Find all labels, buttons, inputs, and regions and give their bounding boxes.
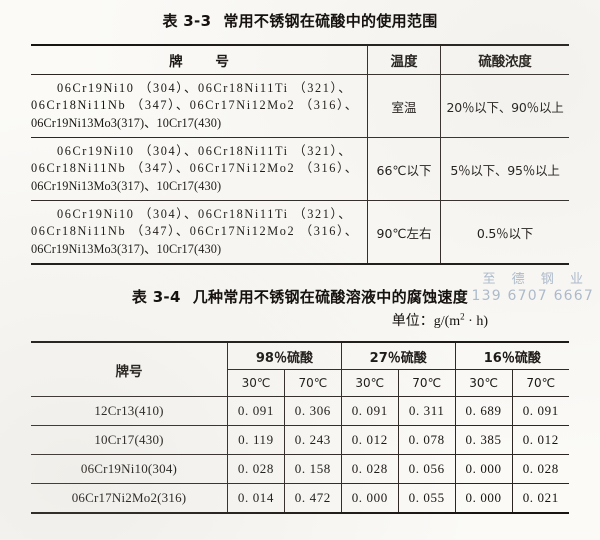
table-34-value-cell: 0. 028 — [227, 454, 285, 484]
table-33-grades-cell: 06Cr19Ni10 （304）、06Cr18Ni11Ti （321）、 06C… — [31, 137, 368, 201]
table-34-header-acid-27: 27％硫酸 — [340, 341, 456, 370]
table-34-grade-cell: 06Cr19Ni10(304) — [31, 454, 228, 484]
table-34: 牌号 98％硫酸 27％硫酸 16％硫酸 30℃ 70℃ 30℃ 70℃ 30℃… — [31, 341, 569, 514]
table-34-header-temp-27-30: 30℃ — [340, 369, 399, 397]
grades-line-3: 06Cr19Ni13Mo3(317)、10Cr17(430) — [31, 178, 222, 193]
table-34-value-cell: 0. 243 — [283, 425, 342, 455]
table-row: 06Cr19Ni10 （304）、06Cr18Ni11Ti （321）、 06C… — [31, 74, 569, 138]
grades-line-1: 06Cr19Ni10 （304）、06Cr18Ni11Ti （321）、 — [57, 80, 353, 95]
unit-prefix: 单位：g/(m — [391, 314, 461, 329]
table-34-value-cell: 0. 158 — [283, 454, 342, 484]
table-33-grades-cell: 06Cr19Ni10 （304）、06Cr18Ni11Ti （321）、 06C… — [31, 74, 368, 138]
table-34-header-acid-98: 98％硫酸 — [227, 341, 342, 370]
table-34-grade-cell: 06Cr17Ni2Mo2(316) — [31, 483, 228, 514]
table-34-title-text: 几种常用不锈钢在硫酸溶液中的腐蚀速度 — [192, 288, 469, 306]
table-34-value-cell: 0. 028 — [340, 454, 399, 484]
table-34-value-cell: 0. 056 — [397, 454, 456, 484]
table-34-value-cell: 0. 311 — [397, 396, 456, 426]
table-33-grades-cell: 06Cr19Ni10 （304）、06Cr18Ni11Ti （321）、 06C… — [31, 200, 368, 265]
table-33-header-temperature: 温度 — [367, 44, 441, 75]
table-34-head: 牌号 98％硫酸 27％硫酸 16％硫酸 30℃ 70℃ 30℃ 70℃ 30℃… — [31, 341, 569, 397]
table-34-value-cell: 0. 306 — [283, 396, 342, 426]
table-34-value-cell: 0. 000 — [454, 454, 513, 484]
table-33-header-grade: 牌 号 — [31, 44, 368, 75]
table-33-header-row: 牌 号 温度 硫酸浓度 — [31, 44, 569, 75]
table-34-value-cell: 0. 028 — [511, 454, 569, 484]
grades-line-2: 06Cr18Ni11Nb （347）、06Cr17Ni12Mo2 （316）、 — [31, 161, 359, 176]
table-34-header-temp-16-30: 30℃ — [454, 369, 513, 397]
table-row: 06Cr19Ni10 （304）、06Cr18Ni11Ti （321）、 06C… — [31, 200, 569, 265]
grades-line-1: 06Cr19Ni10 （304）、06Cr18Ni11Ti （321）、 — [57, 143, 353, 158]
table-34-unit-label: 单位：g/(m2 · h) — [392, 310, 488, 330]
table-34-header-grade: 牌号 — [31, 341, 228, 397]
table-33-temperature-cell: 室温 — [367, 74, 441, 138]
table-33-head: 牌 号 温度 硫酸浓度 — [31, 44, 569, 75]
table-33: 牌 号 温度 硫酸浓度 06Cr19Ni10 （304）、06Cr18Ni11T… — [31, 44, 569, 265]
grades-line-1: 06Cr19Ni10 （304）、06Cr18Ni11Ti （321）、 — [57, 206, 353, 221]
table-34-value-cell: 0. 689 — [454, 396, 513, 426]
unit-suffix: · h) — [464, 314, 488, 329]
table-34-header-temp-16-70: 70℃ — [511, 369, 569, 397]
grades-line-2: 06Cr18Ni11Nb （347）、06Cr17Ni12Mo2 （316）、 — [31, 98, 359, 113]
table-33-temperature-cell: 66℃以下 — [367, 137, 441, 201]
table-34-title-number: 表 3-4 — [131, 288, 181, 306]
table-33-title-text: 常用不锈钢在硫酸中的使用范围 — [223, 12, 438, 30]
table-33-header-concentration: 硫酸浓度 — [440, 44, 569, 75]
table-34-value-cell: 0. 055 — [397, 483, 456, 514]
table-34-value-cell: 0. 014 — [227, 483, 285, 514]
table-34-value-cell: 0. 078 — [397, 425, 456, 455]
table-33-title: 表 3-3 常用不锈钢在硫酸中的使用范围 — [0, 10, 600, 31]
table-34-value-cell: 0. 472 — [283, 483, 342, 514]
table-row: 06Cr19Ni10(304) 0. 028 0. 158 0. 028 0. … — [31, 454, 569, 484]
table-34-header-temp-98-70: 70℃ — [283, 369, 342, 397]
table-34-value-cell: 0. 385 — [454, 425, 513, 455]
table-34-grade-cell: 10Cr17(430) — [31, 425, 228, 455]
grades-line-3: 06Cr19Ni13Mo3(317)、10Cr17(430) — [31, 241, 222, 256]
table-33-concentration-cell: 5％以下、95％以上 — [440, 137, 569, 201]
table-34-header-acid-16: 16％硫酸 — [454, 341, 569, 370]
table-34-value-cell: 0. 000 — [454, 483, 513, 514]
table-34-value-cell: 0. 012 — [340, 425, 399, 455]
table-34-header-temp-27-70: 70℃ — [397, 369, 456, 397]
table-34-header-row-groups: 牌号 98％硫酸 27％硫酸 16％硫酸 — [31, 341, 569, 397]
table-34-title: 表 3-4 几种常用不锈钢在硫酸溶液中的腐蚀速度 — [0, 286, 600, 307]
table-34-value-cell: 0. 012 — [511, 425, 569, 455]
table-33-concentration-cell: 0.5％以下 — [440, 200, 569, 265]
table-row: 10Cr17(430) 0. 119 0. 243 0. 012 0. 078 … — [31, 425, 569, 455]
table-row: 06Cr19Ni10 （304）、06Cr18Ni11Ti （321）、 06C… — [31, 137, 569, 201]
table-33-temperature-cell: 90℃左右 — [367, 200, 441, 265]
table-33-concentration-cell: 20％以下、90％以上 — [440, 74, 569, 138]
table-34-body: 12Cr13(410) 0. 091 0. 306 0. 091 0. 311 … — [31, 396, 569, 514]
table-34-value-cell: 0. 091 — [340, 396, 399, 426]
table-34-header-temp-98-30: 30℃ — [227, 369, 285, 397]
grades-line-2: 06Cr18Ni11Nb （347）、06Cr17Ni12Mo2 （316）、 — [31, 224, 359, 239]
table-33-title-number: 表 3-3 — [162, 12, 212, 30]
table-34-header-row-temps: 30℃ 70℃ 30℃ 70℃ 30℃ 70℃ — [31, 369, 569, 397]
table-34-value-cell: 0. 119 — [227, 425, 285, 455]
unit-exponent: 2 — [460, 311, 465, 322]
table-33-body: 06Cr19Ni10 （304）、06Cr18Ni11Ti （321）、 06C… — [31, 74, 569, 265]
table-row: 06Cr17Ni2Mo2(316) 0. 014 0. 472 0. 000 0… — [31, 483, 569, 514]
table-34-value-cell: 0. 091 — [511, 396, 569, 426]
table-34-grade-cell: 12Cr13(410) — [31, 396, 228, 426]
grades-line-3: 06Cr19Ni13Mo3(317)、10Cr17(430) — [31, 115, 222, 130]
table-34-value-cell: 0. 000 — [340, 483, 399, 514]
table-34-value-cell: 0. 021 — [511, 483, 569, 514]
table-row: 12Cr13(410) 0. 091 0. 306 0. 091 0. 311 … — [31, 396, 569, 426]
table-34-value-cell: 0. 091 — [227, 396, 285, 426]
